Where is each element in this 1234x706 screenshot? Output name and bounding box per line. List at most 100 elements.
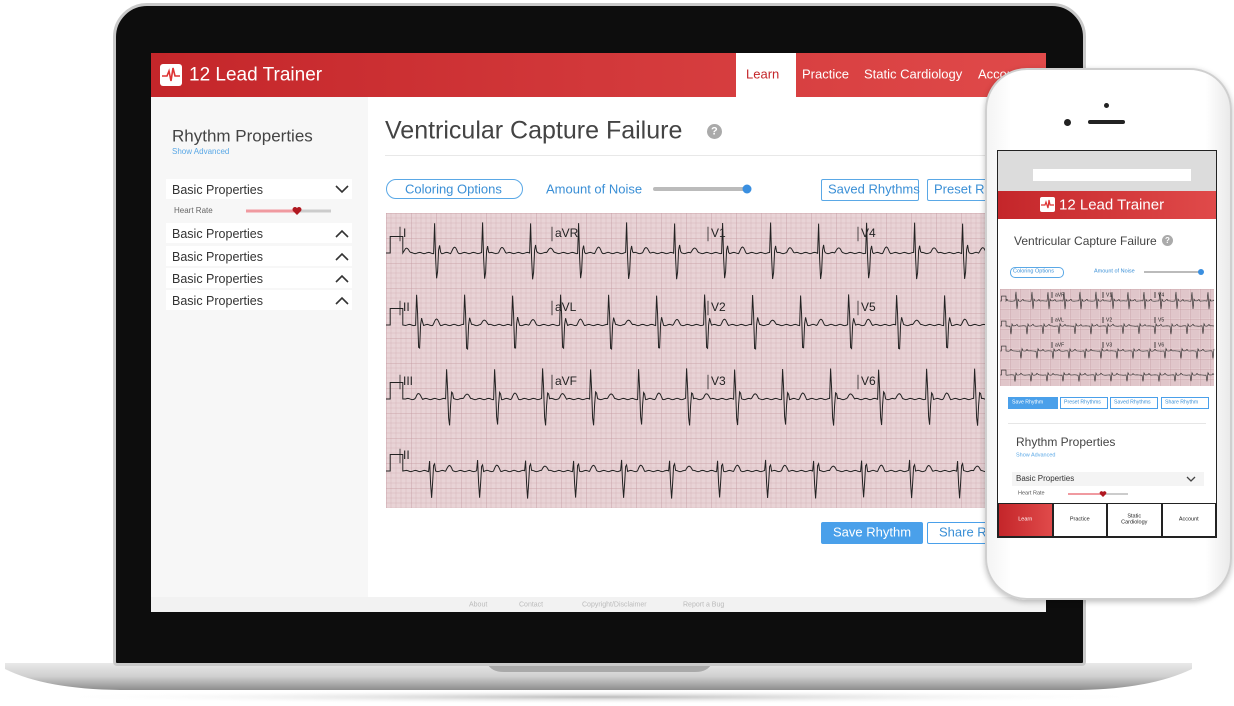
heart-rate-label: Heart Rate	[174, 206, 213, 215]
page-title: Ventricular Capture Failure	[385, 116, 683, 145]
lead-label: V6	[861, 374, 876, 388]
lead-label: V5	[1158, 317, 1164, 323]
phone-action-button[interactable]	[1008, 397, 1058, 409]
phone-tab[interactable]	[1052, 503, 1107, 537]
chevron[interactable]	[335, 229, 349, 238]
ecg-trace	[1000, 369, 1215, 382]
footer-link[interactable]: About	[469, 601, 488, 609]
lead-label: aVL	[555, 300, 577, 314]
phone-tab-label[interactable]: Learn	[1018, 516, 1033, 523]
phone-help-text[interactable]: ?	[1165, 236, 1170, 245]
phone-brand[interactable]: 12 Lead Trainer	[1059, 196, 1165, 214]
ecg-trace	[1000, 345, 1215, 359]
ecg-trace	[1000, 320, 1215, 335]
brand[interactable]: 12 Lead Trainer	[189, 64, 323, 86]
noise-label: Amount of Noise	[546, 181, 643, 197]
footer-link[interactable]: Contact	[519, 601, 544, 609]
phone-heart-rate-slider[interactable]	[1068, 491, 1130, 497]
nav-item[interactable]: Practice	[802, 66, 849, 82]
phone-coloring-text[interactable]: Coloring Options	[1013, 268, 1054, 275]
section-row[interactable]	[166, 179, 352, 199]
section-row[interactable]	[166, 246, 352, 266]
help-icon[interactable]	[707, 124, 722, 139]
section-label[interactable]: Basic Properties	[172, 293, 264, 308]
chevron[interactable]	[335, 185, 349, 194]
ecg-trace	[386, 368, 990, 426]
phone-action-button[interactable]	[1060, 397, 1108, 409]
chevron-shape	[335, 229, 349, 238]
phone-action-button[interactable]	[1161, 397, 1209, 409]
phone-tab[interactable]	[1107, 503, 1162, 537]
phone-action-text[interactable]: Share Rhythm	[1165, 399, 1199, 406]
header-bar	[151, 53, 1046, 97]
section-row[interactable]	[166, 223, 352, 243]
phone-heart-rate-label: Heart Rate	[1018, 490, 1045, 497]
phone-speaker	[1088, 120, 1125, 124]
nav-item[interactable]: Static Cardiology	[864, 66, 963, 82]
phone-help-icon[interactable]	[1162, 235, 1173, 246]
heart-rate-slider[interactable]	[246, 205, 336, 217]
ecg-grid	[1000, 289, 1214, 386]
lead-label: I	[403, 226, 406, 240]
sidebar	[151, 97, 368, 597]
phone-title: Ventricular Capture Failure	[1014, 234, 1157, 248]
section-label[interactable]: Basic Properties	[172, 226, 264, 241]
chevron-shape	[335, 274, 349, 283]
phone-action-text[interactable]: Save Rhythm	[1012, 399, 1044, 406]
phone-action-button[interactable]	[1110, 397, 1158, 409]
phone-action-text[interactable]: Saved Rhythms	[1114, 399, 1151, 406]
phone-show-advanced[interactable]: Show Advanced	[1016, 452, 1056, 459]
phone-tab[interactable]	[1161, 503, 1216, 537]
show-advanced[interactable]: Show Advanced	[172, 147, 230, 156]
phone-screen: 12 Lead Trainer Ventricular Capture Fail…	[997, 150, 1217, 538]
phone-camera	[1064, 119, 1071, 126]
lead-label: V4	[1158, 292, 1164, 298]
save-button[interactable]	[821, 522, 923, 544]
button-outline[interactable]	[821, 179, 919, 201]
phone-section-label[interactable]: Basic Properties	[1016, 474, 1075, 483]
phone-action-text[interactable]: Preset Rhythms	[1064, 399, 1101, 406]
lead-label: aVF	[555, 374, 577, 388]
lead-label: V5	[861, 300, 876, 314]
section-label[interactable]: Basic Properties	[172, 182, 264, 197]
lead-label: V2	[711, 300, 726, 314]
lead-label: V3	[711, 374, 726, 388]
phone-tab-label[interactable]: Account	[1178, 516, 1199, 523]
phone-tab-label[interactable]: Practice	[1069, 516, 1090, 523]
footer-link[interactable]: Report a Bug	[683, 601, 725, 609]
divider	[385, 155, 1046, 156]
phone-chevron[interactable]	[1186, 476, 1196, 482]
phone-sidebar-title: Rhythm Properties	[1016, 435, 1116, 449]
noise-slider[interactable]	[653, 183, 755, 195]
coloring-options-button[interactable]	[386, 179, 523, 199]
section-label[interactable]: Basic Properties	[172, 271, 264, 286]
section-row[interactable]	[166, 290, 352, 310]
phone-noise-slider[interactable]	[1144, 269, 1206, 275]
lead-label: II	[403, 448, 410, 462]
phone-sensor	[1104, 103, 1109, 108]
coloring-options-text[interactable]: Coloring Options	[405, 181, 502, 197]
help-text[interactable]: ?	[711, 125, 718, 138]
button-text[interactable]: Saved Rhythms	[828, 181, 920, 197]
lead-label: aVR	[1055, 292, 1065, 298]
phone-tab-label[interactable]: Static Cardiology	[1121, 513, 1148, 525]
ecg-trace	[1000, 291, 1215, 310]
section-row[interactable]	[166, 268, 352, 288]
lead-label: V6	[1158, 342, 1164, 348]
chevron[interactable]	[335, 252, 349, 261]
chevron[interactable]	[335, 296, 349, 305]
phone-divider	[1008, 423, 1206, 424]
phone-logo-icon	[1040, 197, 1055, 212]
nav-item[interactable]: Learn	[746, 66, 780, 82]
section-label[interactable]: Basic Properties	[172, 249, 264, 264]
ecg-trace	[386, 222, 990, 280]
phone-tab[interactable]	[998, 503, 1053, 537]
phone-header	[998, 191, 1216, 219]
footer-link[interactable]: Copyright/Disclaimer	[582, 601, 647, 609]
button-text[interactable]: Save Rhythm	[833, 524, 912, 540]
phone-coloring-button[interactable]	[1010, 267, 1064, 278]
phone-section-row[interactable]	[1012, 472, 1204, 486]
chevron[interactable]	[335, 274, 349, 283]
